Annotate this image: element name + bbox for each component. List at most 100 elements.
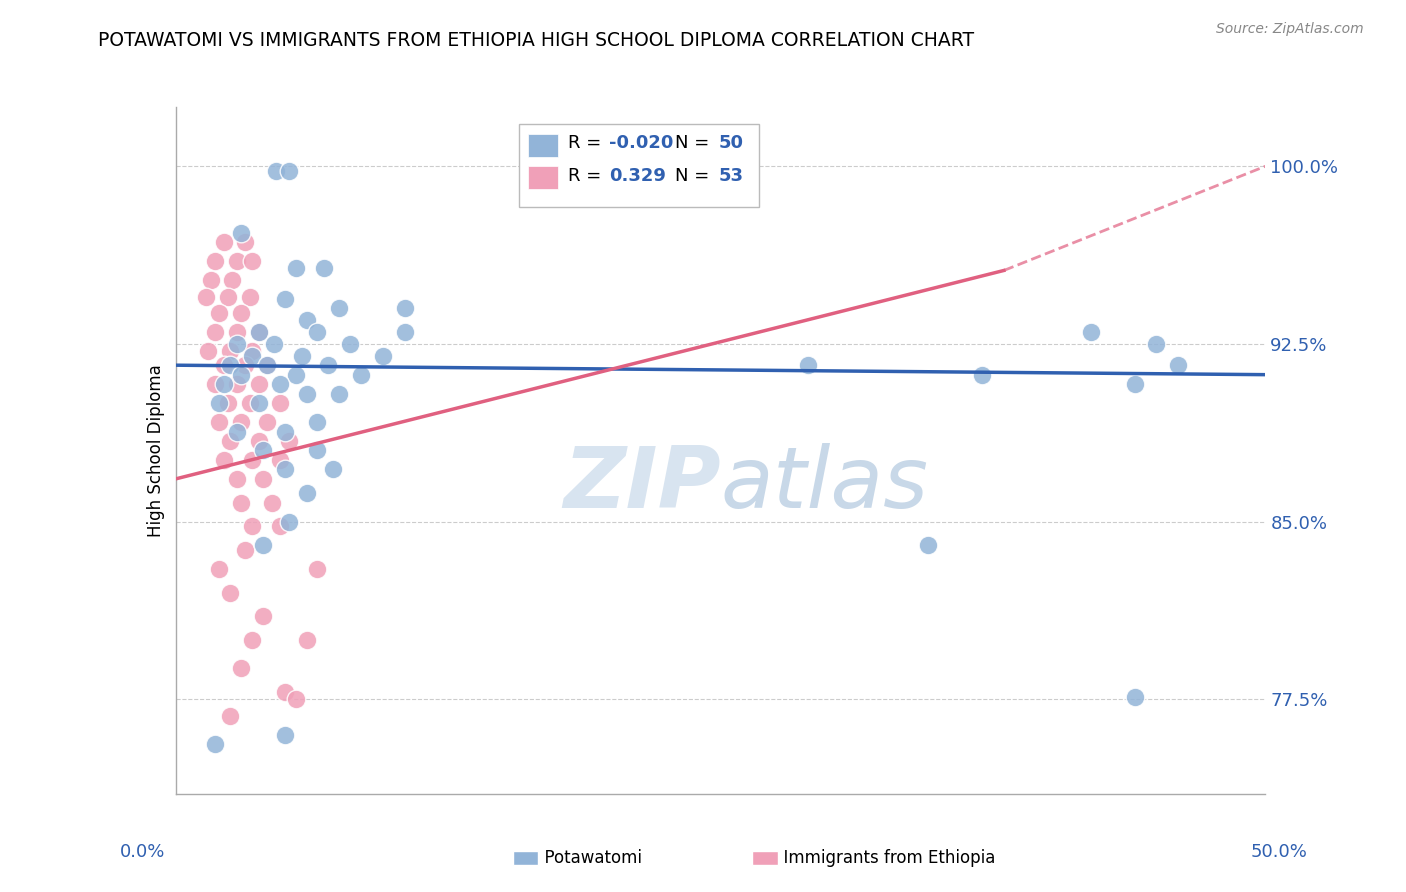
Point: [278, 515, 301, 529]
Text: 50.0%: 50.0%: [1251, 843, 1308, 861]
Point: [231, 306, 253, 320]
Point: [231, 495, 253, 509]
Point: [295, 632, 318, 647]
Point: [231, 661, 253, 675]
Point: [307, 443, 329, 458]
Point: [225, 254, 247, 268]
Point: [219, 708, 242, 723]
Point: [204, 325, 226, 339]
Point: [212, 377, 235, 392]
Point: [252, 443, 274, 458]
Point: [796, 358, 818, 372]
Point: [274, 292, 297, 306]
Point: [208, 396, 231, 410]
Point: [291, 349, 314, 363]
Point: [328, 386, 350, 401]
Point: [260, 495, 283, 509]
Point: [318, 358, 340, 372]
Point: [239, 396, 262, 410]
Point: [197, 343, 219, 358]
Point: [212, 453, 235, 467]
Text: R =: R =: [568, 135, 607, 153]
Point: [195, 289, 218, 303]
Point: [212, 358, 235, 372]
Text: ZIP: ZIP: [562, 443, 721, 526]
Point: [225, 337, 247, 351]
Point: [1123, 690, 1146, 704]
Point: [371, 349, 394, 363]
Point: [295, 486, 318, 500]
Point: [263, 337, 285, 351]
Text: atlas: atlas: [721, 443, 928, 526]
Point: [295, 386, 318, 401]
Bar: [527, 166, 558, 189]
Text: 53: 53: [718, 167, 744, 185]
Text: N =: N =: [675, 167, 714, 185]
FancyBboxPatch shape: [752, 851, 778, 865]
Point: [269, 377, 291, 392]
Point: [235, 358, 257, 372]
Point: [278, 434, 301, 448]
Point: [247, 396, 270, 410]
Point: [256, 415, 278, 429]
Point: [231, 415, 253, 429]
Text: POTAWATOMI VS IMMIGRANTS FROM ETHIOPIA HIGH SCHOOL DIPLOMA CORRELATION CHART: POTAWATOMI VS IMMIGRANTS FROM ETHIOPIA H…: [98, 31, 974, 50]
FancyBboxPatch shape: [519, 124, 759, 207]
Text: 50: 50: [718, 135, 744, 153]
Point: [307, 415, 329, 429]
Point: [225, 377, 247, 392]
Point: [339, 337, 361, 351]
Point: [917, 538, 939, 552]
Text: Potawatomi: Potawatomi: [534, 849, 643, 867]
Point: [217, 289, 239, 303]
Point: [231, 226, 253, 240]
Point: [200, 273, 222, 287]
Point: [221, 273, 243, 287]
Text: Immigrants from Ethiopia: Immigrants from Ethiopia: [773, 849, 995, 867]
Point: [240, 349, 263, 363]
Point: [256, 358, 278, 372]
Point: [204, 377, 226, 392]
Point: [307, 325, 329, 339]
Text: 0.329: 0.329: [609, 167, 666, 185]
Point: [394, 301, 416, 316]
Text: -0.020: -0.020: [609, 135, 673, 153]
Text: Source: ZipAtlas.com: Source: ZipAtlas.com: [1216, 22, 1364, 37]
Point: [219, 358, 242, 372]
Point: [219, 434, 242, 448]
Y-axis label: High School Diploma: High School Diploma: [146, 364, 165, 537]
Point: [284, 368, 307, 382]
Point: [225, 325, 247, 339]
Point: [240, 519, 263, 533]
Point: [240, 343, 263, 358]
Point: [274, 685, 297, 699]
Point: [235, 235, 257, 249]
Point: [274, 462, 297, 476]
Point: [231, 368, 253, 382]
Point: [1080, 325, 1102, 339]
Point: [252, 609, 274, 624]
Point: [284, 692, 307, 706]
Point: [269, 396, 291, 410]
Point: [264, 164, 287, 178]
Point: [1144, 337, 1167, 351]
Point: [240, 254, 263, 268]
Point: [328, 301, 350, 316]
Point: [269, 453, 291, 467]
Point: [350, 368, 373, 382]
Point: [278, 164, 301, 178]
Point: [240, 453, 263, 467]
Point: [219, 343, 242, 358]
Point: [204, 737, 226, 751]
Point: [217, 396, 239, 410]
Point: [307, 562, 329, 576]
Point: [274, 425, 297, 439]
Point: [225, 472, 247, 486]
Point: [252, 538, 274, 552]
Point: [247, 325, 270, 339]
Text: N =: N =: [675, 135, 714, 153]
Point: [208, 562, 231, 576]
Point: [219, 585, 242, 599]
Point: [322, 462, 344, 476]
Point: [1167, 358, 1189, 372]
